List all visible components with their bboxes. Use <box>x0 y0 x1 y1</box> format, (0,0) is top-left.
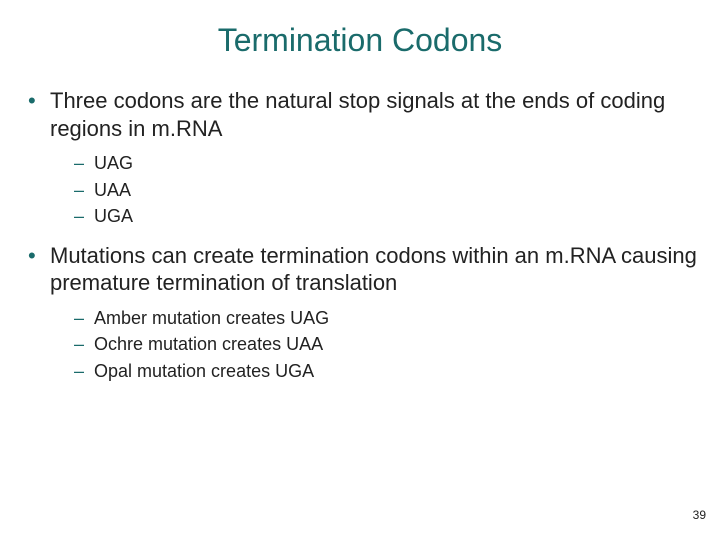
bullet-list: Three codons are the natural stop signal… <box>20 87 700 382</box>
slide-title: Termination Codons <box>0 0 720 69</box>
sub-bullet-item: Ochre mutation creates UAA <box>74 333 700 356</box>
sub-bullet-text: Ochre mutation creates UAA <box>94 334 323 354</box>
sub-bullet-item: UAG <box>74 152 700 175</box>
sub-bullet-text: UAA <box>94 180 131 200</box>
bullet-item: Three codons are the natural stop signal… <box>20 87 700 228</box>
bullet-text: Mutations can create termination codons … <box>50 243 697 296</box>
bullet-item: Mutations can create termination codons … <box>20 242 700 383</box>
sub-bullet-list: Amber mutation creates UAG Ochre mutatio… <box>50 307 700 383</box>
sub-bullet-text: UGA <box>94 206 133 226</box>
slide: Termination Codons Three codons are the … <box>0 0 720 540</box>
sub-bullet-text: UAG <box>94 153 133 173</box>
page-number: 39 <box>693 508 706 522</box>
sub-bullet-item: Opal mutation creates UGA <box>74 360 700 383</box>
sub-bullet-list: UAG UAA UGA <box>50 152 700 228</box>
sub-bullet-item: UAA <box>74 179 700 202</box>
slide-content: Three codons are the natural stop signal… <box>0 69 720 382</box>
sub-bullet-text: Amber mutation creates UAG <box>94 308 329 328</box>
sub-bullet-item: UGA <box>74 205 700 228</box>
sub-bullet-item: Amber mutation creates UAG <box>74 307 700 330</box>
bullet-text: Three codons are the natural stop signal… <box>50 88 665 141</box>
sub-bullet-text: Opal mutation creates UGA <box>94 361 314 381</box>
